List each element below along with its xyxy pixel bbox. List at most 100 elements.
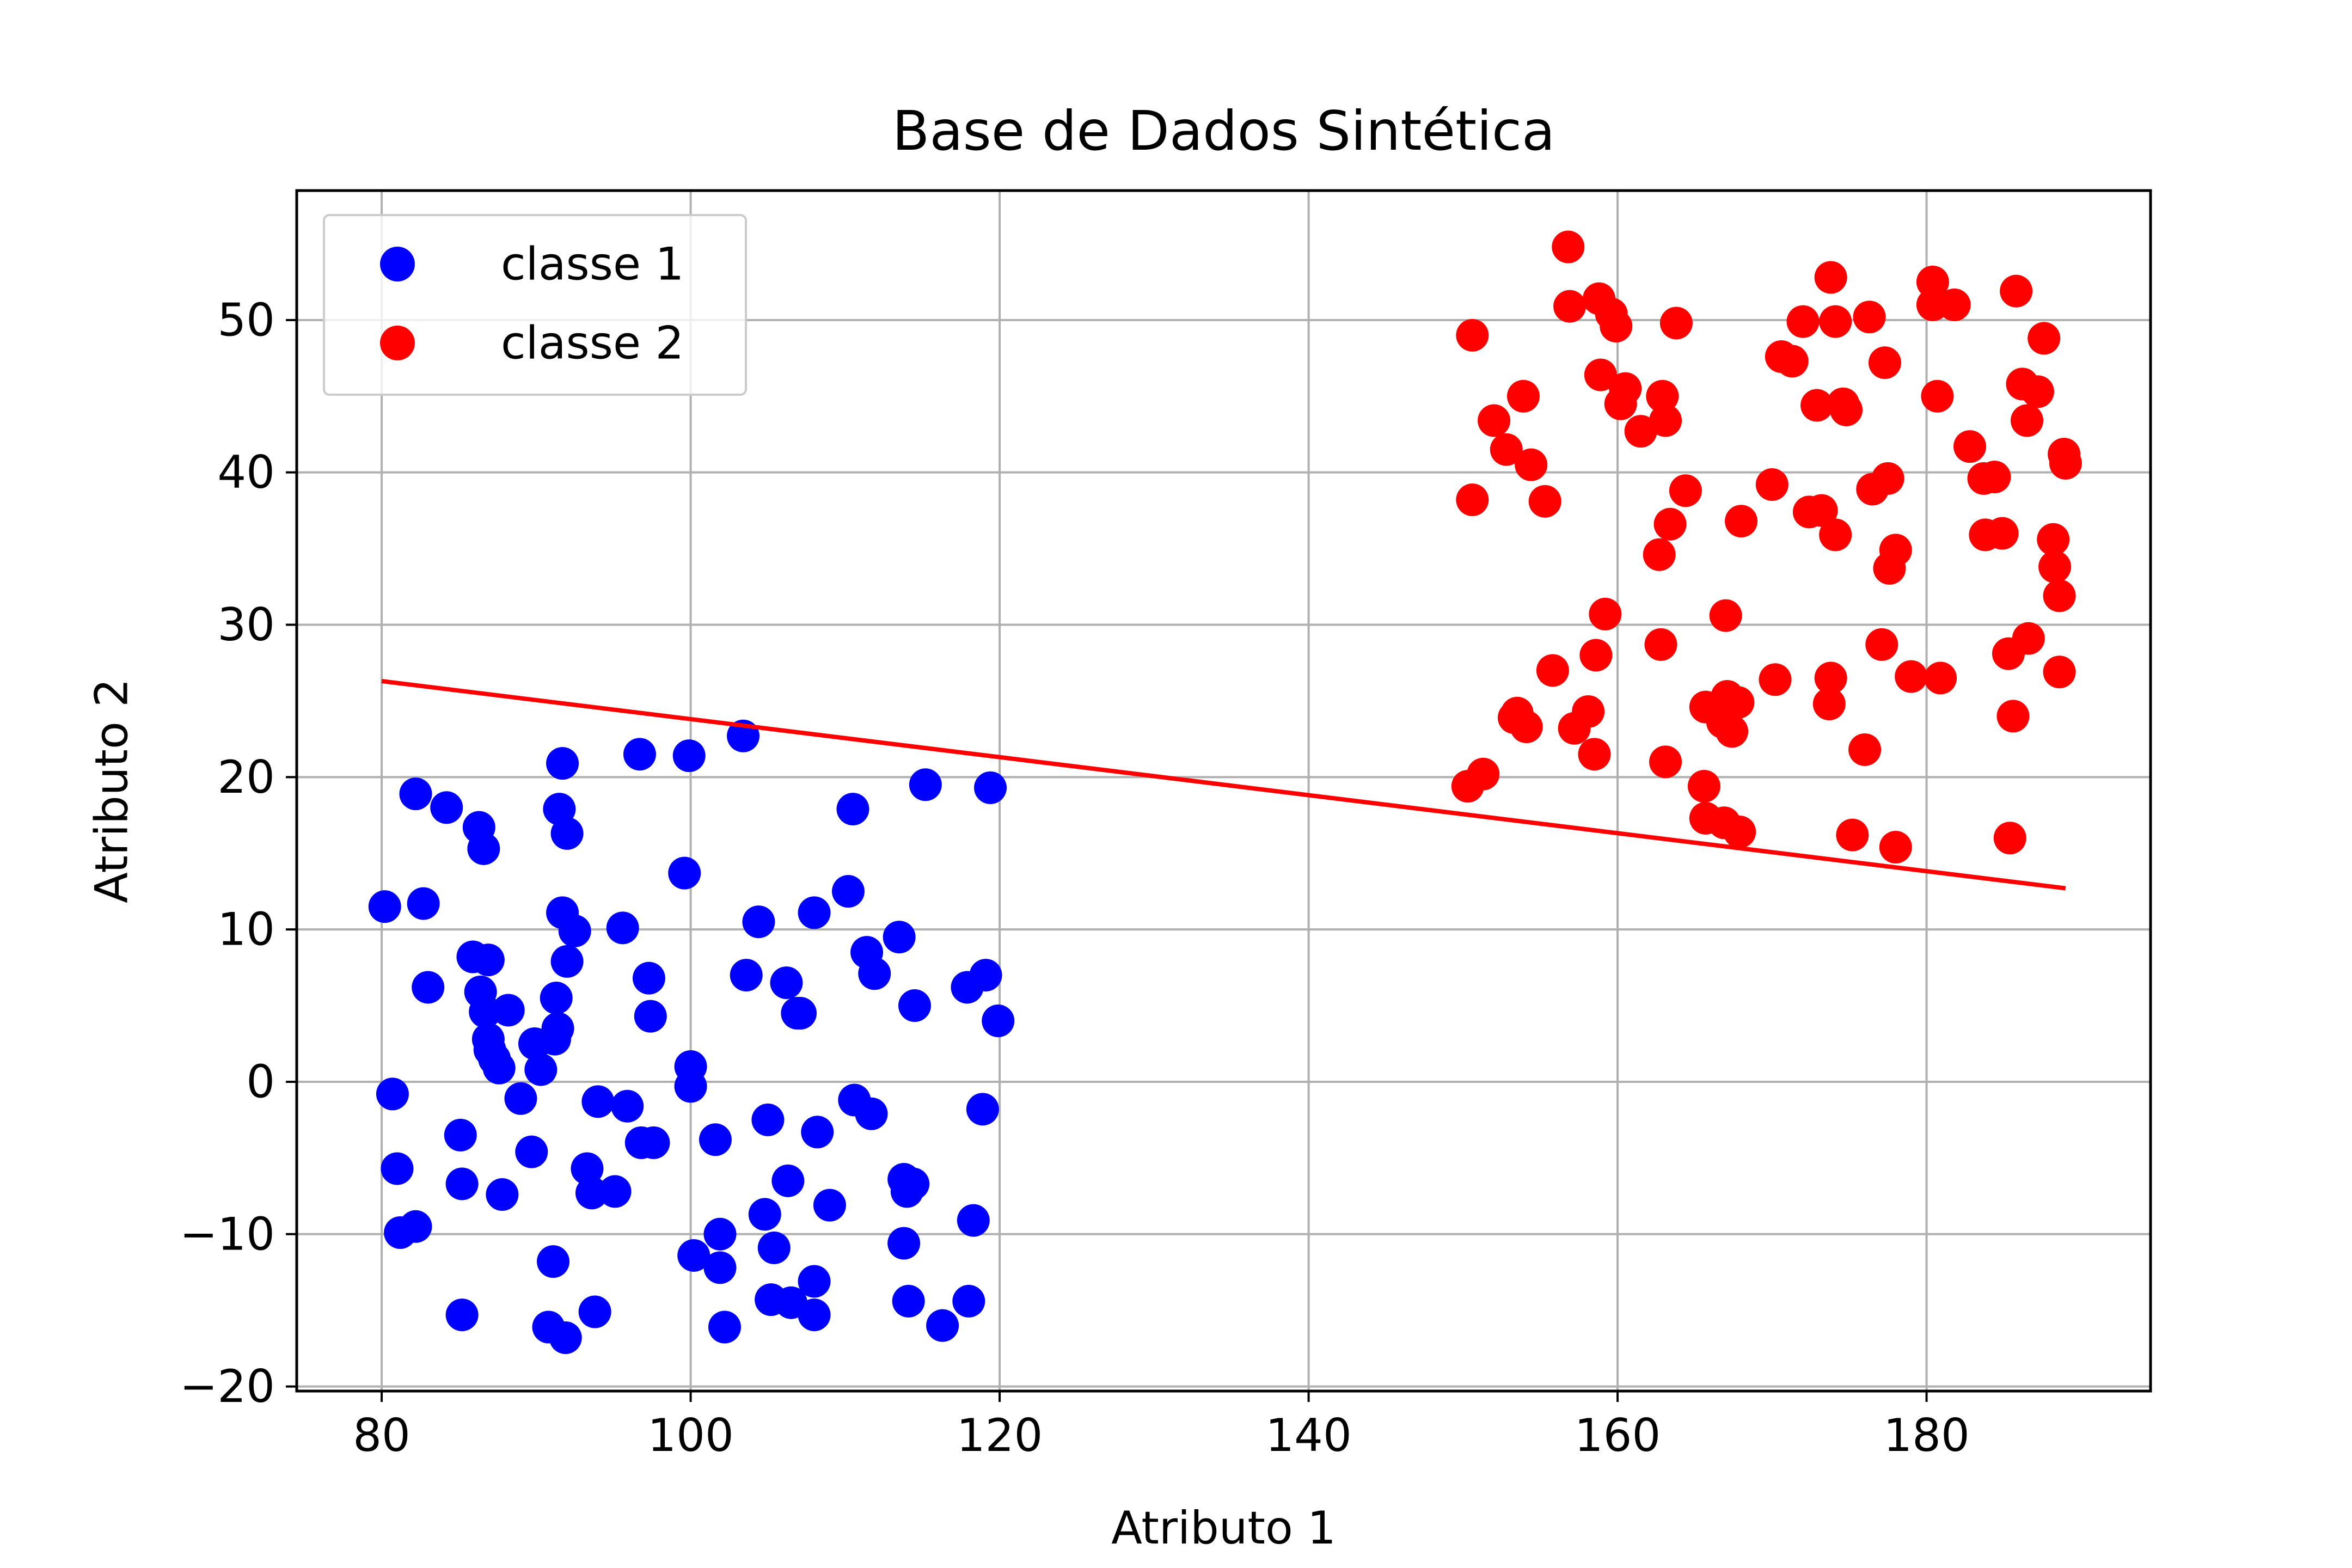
point-classe-1	[467, 832, 500, 865]
point-classe-1	[482, 1051, 516, 1085]
y-tick-label: 10	[217, 903, 275, 956]
point-classe-1	[674, 1070, 707, 1103]
point-classe-1	[445, 1298, 479, 1332]
point-classe-1	[801, 1116, 834, 1149]
point-classe-2	[1723, 816, 1756, 849]
point-classe-1	[486, 1178, 519, 1211]
point-classe-2	[1755, 468, 1788, 501]
point-classe-1	[558, 914, 591, 947]
point-classe-2	[1649, 404, 1682, 437]
point-classe-2	[1996, 700, 2030, 733]
x-axis-label: Atributo 1	[1111, 1502, 1336, 1554]
point-classe-1	[887, 1227, 921, 1260]
point-classe-1	[471, 944, 505, 977]
point-classe-2	[1646, 379, 1679, 413]
point-classe-2	[2021, 375, 2054, 408]
point-classe-1	[836, 793, 869, 826]
point-classe-2	[1814, 661, 1847, 695]
point-classe-1	[883, 921, 916, 954]
point-classe-1	[897, 1167, 930, 1200]
point-classe-1	[515, 1135, 548, 1168]
point-classe-2	[1649, 745, 1682, 779]
point-classe-1	[974, 771, 1007, 804]
point-classe-1	[982, 1004, 1015, 1038]
point-classe-1	[748, 1198, 781, 1231]
y-tick-label: 30	[217, 598, 275, 651]
point-classe-1	[623, 738, 656, 771]
point-classe-1	[699, 1123, 732, 1156]
point-classe-1	[634, 1000, 667, 1033]
point-classe-1	[751, 1103, 785, 1136]
decision-boundary-line	[381, 679, 2066, 891]
legend-marker-classe-1	[380, 247, 415, 281]
point-classe-2	[1868, 346, 1901, 379]
point-classe-1	[668, 856, 701, 890]
point-classe-1	[524, 1053, 558, 1086]
point-classe-2	[1510, 710, 1543, 743]
legend-label-classe-1: classe 1	[501, 238, 684, 291]
point-classe-2	[1456, 318, 1489, 352]
point-classe-2	[2043, 656, 2076, 689]
point-classe-1	[892, 1284, 925, 1318]
point-classe-2	[2000, 274, 2033, 308]
y-tick-label: −20	[180, 1360, 275, 1413]
point-classe-2	[1879, 534, 1912, 567]
point-classe-1	[550, 945, 584, 978]
point-classe-1	[445, 1167, 479, 1200]
point-classe-1	[637, 1126, 670, 1159]
y-axis-label: Atributo 2	[85, 678, 138, 903]
point-classe-1	[578, 1295, 611, 1328]
point-classe-1	[492, 994, 525, 1027]
point-classe-1	[632, 961, 665, 995]
y-tick-label: 20	[217, 751, 275, 804]
point-classe-1	[611, 1089, 644, 1123]
point-classe-2	[1916, 265, 1949, 298]
plot-frame	[295, 189, 2152, 1393]
point-classe-1	[469, 995, 502, 1028]
point-classe-1	[858, 957, 891, 990]
point-classe-1	[541, 1012, 574, 1045]
point-classe-2	[1579, 639, 1613, 672]
point-classe-2	[1553, 290, 1587, 323]
point-classe-1	[571, 1152, 604, 1185]
point-classe-2	[1986, 517, 2019, 550]
point-classe-1	[957, 1204, 990, 1237]
point-classe-1	[784, 997, 817, 1030]
point-classe-2	[1490, 433, 1523, 466]
point-classe-1	[770, 966, 803, 1000]
y-tick-label: 0	[246, 1055, 275, 1108]
point-classe-1	[606, 911, 639, 945]
point-classe-1	[909, 768, 942, 801]
point-classe-2	[1759, 663, 1792, 696]
point-classe-2	[1830, 393, 1863, 426]
point-classe-2	[1725, 505, 1758, 538]
point-classe-1	[504, 1082, 537, 1115]
point-classe-1	[813, 1189, 846, 1222]
point-classe-2	[1572, 695, 1605, 728]
point-classe-2	[1578, 738, 1611, 771]
point-classe-2	[1506, 379, 1540, 413]
point-classe-2	[1478, 404, 1511, 437]
point-classe-2	[1456, 483, 1489, 517]
point-classe-2	[1879, 831, 1912, 864]
legend-label-classe-2: classe 2	[501, 317, 684, 370]
chart-title: Base de Dados Sintética	[892, 99, 1555, 163]
point-classe-1	[540, 982, 573, 1015]
point-classe-1	[376, 1077, 409, 1111]
y-tick-label: −10	[180, 1208, 275, 1260]
point-classe-2	[1938, 288, 1971, 321]
x-tick-label: 120	[957, 1409, 1043, 1462]
y-tick-label: 50	[217, 293, 275, 346]
point-classe-1	[381, 1152, 414, 1185]
point-classe-2	[1953, 430, 1987, 463]
point-classe-1	[444, 1118, 477, 1152]
point-classe-2	[1716, 715, 1749, 748]
point-classe-1	[798, 1298, 831, 1332]
point-classe-2	[1709, 599, 1742, 632]
point-classe-1	[798, 896, 831, 929]
point-classe-2	[1865, 628, 1898, 661]
point-classe-1	[969, 959, 1002, 992]
y-tick-label: 40	[217, 446, 275, 499]
point-classe-2	[1848, 733, 1882, 766]
